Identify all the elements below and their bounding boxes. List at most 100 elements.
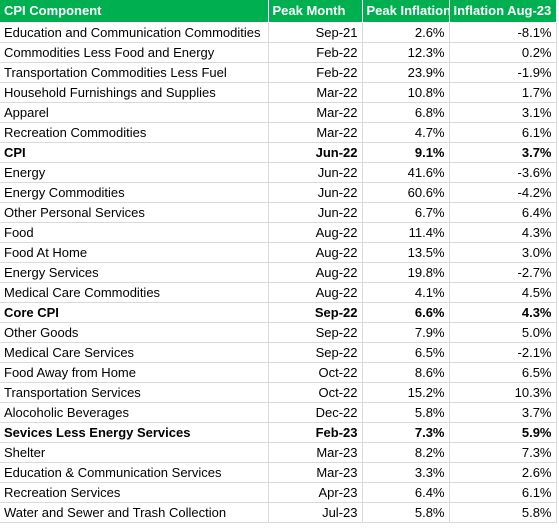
cell-inflation-aug23[interactable]: 4.3% [449,222,557,243]
cell-peak-inflation[interactable]: 6.6% [362,302,450,323]
cell-inflation-aug23[interactable]: 4.5% [449,282,557,303]
cell-component[interactable]: Energy [0,162,269,183]
cell-component[interactable]: Water and Sewer and Trash Collection [0,502,269,523]
cell-peak-month[interactable]: Sep-22 [268,322,363,343]
cell-peak-month[interactable]: Mar-22 [268,102,363,123]
cell-peak-inflation[interactable]: 6.8% [362,102,450,123]
cell-component[interactable]: Alocoholic Beverages [0,402,269,423]
cell-peak-month[interactable]: Jun-22 [268,182,363,203]
cell-inflation-aug23[interactable]: 5.0% [449,322,557,343]
cell-component[interactable]: Recreation Services [0,482,269,503]
header-inflation-aug23[interactable]: Inflation Aug-23 [449,0,557,23]
cell-peak-month[interactable]: Jun-22 [268,202,363,223]
cell-peak-month[interactable]: Mar-22 [268,122,363,143]
cell-inflation-aug23[interactable]: -4.2% [449,182,557,203]
cell-inflation-aug23[interactable]: 6.5% [449,362,557,383]
cell-peak-month[interactable]: Aug-22 [268,242,363,263]
cell-peak-inflation[interactable]: 10.8% [362,82,450,103]
cell-peak-inflation[interactable]: 60.6% [362,182,450,203]
cell-inflation-aug23[interactable]: 3.7% [449,142,557,163]
cell-component[interactable]: CPI [0,142,269,163]
cell-peak-month[interactable]: Dec-22 [268,402,363,423]
cell-component[interactable]: Core CPI [0,302,269,323]
cell-peak-month[interactable]: Oct-22 [268,362,363,383]
cell-peak-month[interactable]: Jun-22 [268,142,363,163]
header-peak-month[interactable]: Peak Month [268,0,363,23]
cell-peak-month[interactable]: Apr-23 [268,482,363,503]
cell-component[interactable]: Apparel [0,102,269,123]
cell-component[interactable]: Education and Communication Commodities [0,22,269,43]
cell-component[interactable]: Energy Commodities [0,182,269,203]
cell-component[interactable]: Food At Home [0,242,269,263]
cell-inflation-aug23[interactable]: 1.7% [449,82,557,103]
cell-inflation-aug23[interactable]: 6.1% [449,482,557,503]
cell-peak-inflation[interactable]: 8.2% [362,442,450,463]
cell-peak-inflation[interactable]: 6.5% [362,342,450,363]
cell-inflation-aug23[interactable]: 3.1% [449,102,557,123]
cell-inflation-aug23[interactable]: -1.9% [449,62,557,83]
cell-inflation-aug23[interactable]: 3.7% [449,402,557,423]
cell-peak-inflation[interactable]: 3.3% [362,462,450,483]
cell-inflation-aug23[interactable]: 6.1% [449,122,557,143]
cell-peak-inflation[interactable]: 4.7% [362,122,450,143]
cell-peak-inflation[interactable]: 41.6% [362,162,450,183]
cell-component[interactable]: Food Away from Home [0,362,269,383]
cell-inflation-aug23[interactable]: 5.8% [449,502,557,523]
cell-inflation-aug23[interactable]: 0.2% [449,42,557,63]
cell-peak-inflation[interactable]: 9.1% [362,142,450,163]
cell-peak-inflation[interactable]: 7.3% [362,422,450,443]
cell-component[interactable]: Household Furnishings and Supplies [0,82,269,103]
cell-inflation-aug23[interactable]: 2.6% [449,462,557,483]
cell-component[interactable]: Education & Communication Services [0,462,269,483]
cell-peak-inflation[interactable]: 4.1% [362,282,450,303]
cell-component[interactable]: Medical Care Services [0,342,269,363]
cell-peak-month[interactable]: Mar-23 [268,442,363,463]
cell-peak-inflation[interactable]: 8.6% [362,362,450,383]
cell-peak-inflation[interactable]: 15.2% [362,382,450,403]
cell-peak-inflation[interactable]: 13.5% [362,242,450,263]
cell-component[interactable]: Medical Care Commodities [0,282,269,303]
cell-peak-inflation[interactable]: 19.8% [362,262,450,283]
cell-component[interactable]: Food [0,222,269,243]
cell-component[interactable]: Sevices Less Energy Services [0,422,269,443]
header-peak-inflation[interactable]: Peak Inflation [362,0,450,23]
cell-inflation-aug23[interactable]: 4.3% [449,302,557,323]
cell-peak-inflation[interactable]: 5.8% [362,402,450,423]
cell-peak-month[interactable]: Feb-22 [268,42,363,63]
cell-peak-month[interactable]: Sep-21 [268,22,363,43]
cell-peak-inflation[interactable]: 12.3% [362,42,450,63]
cell-peak-month[interactable]: Jun-22 [268,162,363,183]
cell-peak-inflation[interactable]: 5.8% [362,502,450,523]
cell-inflation-aug23[interactable]: -8.1% [449,22,557,43]
cell-inflation-aug23[interactable]: -2.7% [449,262,557,283]
cell-component[interactable]: Transportation Commodities Less Fuel [0,62,269,83]
cell-peak-month[interactable]: Feb-23 [268,422,363,443]
cell-inflation-aug23[interactable]: 5.9% [449,422,557,443]
cell-component[interactable]: Recreation Commodities [0,122,269,143]
cell-peak-month[interactable]: Jul-23 [268,502,363,523]
cell-peak-month[interactable]: Aug-22 [268,262,363,283]
cell-inflation-aug23[interactable]: -2.1% [449,342,557,363]
cell-component[interactable]: Other Personal Services [0,202,269,223]
cell-component[interactable]: Other Goods [0,322,269,343]
cell-peak-month[interactable]: Mar-23 [268,462,363,483]
header-cpi-component[interactable]: CPI Component [0,0,269,23]
cell-component[interactable]: Shelter [0,442,269,463]
cell-peak-month[interactable]: Sep-22 [268,302,363,323]
cell-peak-inflation[interactable]: 2.6% [362,22,450,43]
cell-peak-inflation[interactable]: 11.4% [362,222,450,243]
cell-peak-month[interactable]: Aug-22 [268,222,363,243]
cell-inflation-aug23[interactable]: 10.3% [449,382,557,403]
cell-peak-month[interactable]: Feb-22 [268,62,363,83]
cell-peak-month[interactable]: Oct-22 [268,382,363,403]
cell-component[interactable]: Commodities Less Food and Energy [0,42,269,63]
cell-inflation-aug23[interactable]: 6.4% [449,202,557,223]
cell-inflation-aug23[interactable]: -3.6% [449,162,557,183]
cell-peak-inflation[interactable]: 7.9% [362,322,450,343]
cell-inflation-aug23[interactable]: 3.0% [449,242,557,263]
cell-inflation-aug23[interactable]: 7.3% [449,442,557,463]
cell-peak-inflation[interactable]: 6.7% [362,202,450,223]
cell-peak-month[interactable]: Aug-22 [268,282,363,303]
cell-peak-month[interactable]: Sep-22 [268,342,363,363]
cell-peak-month[interactable]: Mar-22 [268,82,363,103]
